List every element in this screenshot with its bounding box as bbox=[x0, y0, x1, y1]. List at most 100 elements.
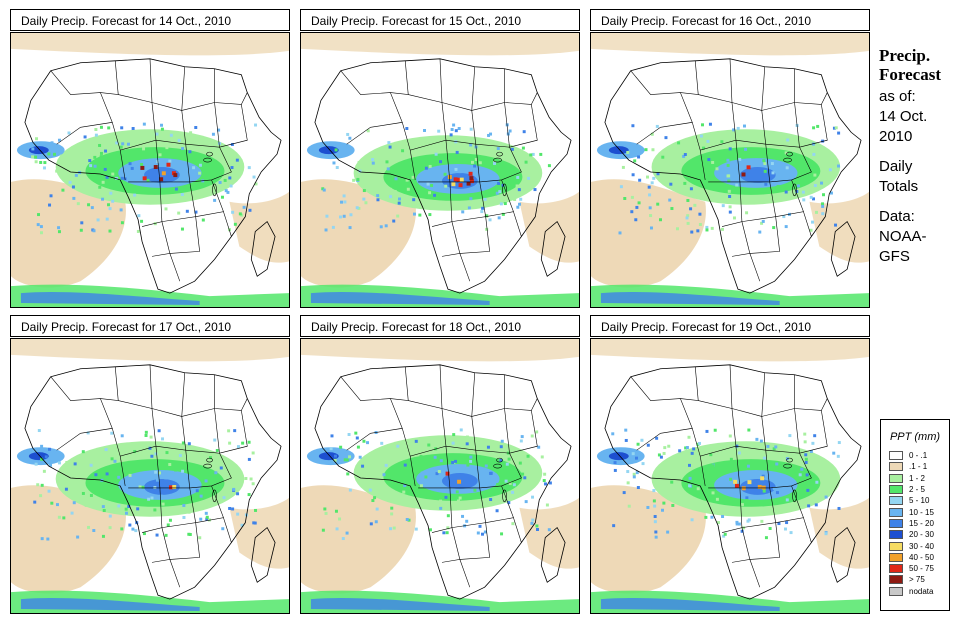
precip-pixel bbox=[48, 447, 52, 451]
precip-pixel bbox=[105, 472, 109, 476]
precip-pixel bbox=[371, 499, 375, 503]
precip-pixel bbox=[456, 499, 460, 503]
west-coast-rain-core bbox=[318, 146, 339, 155]
precip-pixel bbox=[492, 167, 496, 171]
precip-pixel bbox=[40, 483, 44, 487]
precip-pixel bbox=[389, 527, 393, 531]
lake-outline bbox=[496, 151, 503, 157]
precip-pixel bbox=[625, 459, 629, 463]
legend-swatch bbox=[889, 541, 903, 551]
precip-pixel bbox=[211, 132, 215, 136]
intense-precip-cell bbox=[159, 177, 164, 182]
precip-pixel bbox=[537, 445, 541, 449]
precip-pixel bbox=[782, 215, 786, 219]
precip-pixel bbox=[544, 482, 548, 486]
precip-pixel bbox=[55, 503, 59, 507]
precip-pixel bbox=[726, 492, 730, 496]
precip-pixel bbox=[803, 432, 807, 436]
precip-pixel bbox=[458, 170, 462, 174]
precip-pixel bbox=[439, 499, 443, 503]
legend-item: 50 - 75 bbox=[889, 563, 934, 574]
country-border bbox=[155, 110, 187, 145]
precip-pixel bbox=[721, 515, 725, 518]
precip-pixel bbox=[335, 166, 339, 170]
country-border bbox=[749, 216, 780, 254]
precip-pixel bbox=[630, 210, 634, 214]
precip-pixel bbox=[772, 447, 776, 451]
precip-map bbox=[10, 338, 290, 614]
precip-pixel bbox=[338, 517, 342, 521]
precip-pixel bbox=[188, 150, 192, 154]
country-border bbox=[698, 58, 733, 103]
precip-pixel bbox=[341, 537, 345, 541]
precip-pixel bbox=[444, 184, 448, 188]
precip-pixel bbox=[160, 127, 164, 131]
precip-pixel bbox=[545, 503, 549, 507]
intense-precip-cell bbox=[469, 176, 474, 181]
precip-pixel bbox=[737, 522, 741, 526]
precip-pixel bbox=[478, 161, 482, 165]
precip-pixel bbox=[396, 214, 400, 218]
country-border bbox=[691, 102, 737, 151]
precip-pixel bbox=[49, 194, 53, 198]
precip-pixel bbox=[742, 526, 746, 530]
precip-pixel bbox=[654, 535, 658, 539]
precip-pixel bbox=[379, 225, 383, 229]
precip-pixel bbox=[467, 206, 471, 210]
precip-pixel bbox=[626, 481, 630, 485]
precip-pixel bbox=[158, 471, 162, 475]
precip-pixel bbox=[352, 178, 356, 182]
precip-pixel bbox=[789, 531, 793, 535]
precip-pixel bbox=[371, 158, 375, 162]
precip-pixel bbox=[50, 141, 54, 145]
precip-pixel bbox=[346, 132, 350, 136]
precip-pixel bbox=[392, 526, 396, 530]
country-border bbox=[409, 150, 416, 180]
precip-pixel bbox=[94, 128, 98, 131]
precip-pixel bbox=[547, 528, 551, 532]
precip-pixel bbox=[348, 455, 352, 459]
precip-pixel bbox=[695, 142, 699, 146]
madagascar-coastline bbox=[250, 527, 276, 583]
precip-pixel bbox=[504, 479, 508, 483]
precip-pixel bbox=[119, 208, 123, 212]
precip-pixel bbox=[155, 132, 159, 136]
intense-precip-cell bbox=[469, 179, 474, 184]
precip-pixel bbox=[334, 509, 338, 513]
storm-band-core bbox=[310, 598, 490, 612]
precip-pixel bbox=[775, 462, 779, 466]
precip-pixel bbox=[711, 160, 715, 164]
precip-pixel bbox=[155, 478, 159, 482]
precip-pixel bbox=[461, 210, 465, 214]
precip-pixel bbox=[641, 462, 645, 466]
precip-pixel bbox=[187, 442, 191, 446]
precip-pixel bbox=[364, 201, 368, 205]
precip-pixel bbox=[806, 488, 810, 492]
precip-pixel bbox=[126, 142, 130, 146]
precip-pixel bbox=[539, 152, 543, 156]
precip-pixel bbox=[128, 473, 132, 477]
precip-pixel bbox=[637, 201, 641, 205]
precip-pixel bbox=[159, 494, 163, 498]
precip-pixel bbox=[57, 138, 61, 142]
precip-pixel bbox=[736, 126, 740, 130]
precip-pixel bbox=[804, 453, 808, 457]
country-border bbox=[169, 522, 200, 560]
country-border bbox=[169, 216, 200, 254]
precip-pixel bbox=[748, 451, 752, 455]
precip-pixel bbox=[699, 134, 703, 138]
precip-pixel bbox=[247, 440, 251, 444]
precip-pixel bbox=[137, 214, 141, 218]
precip-pixel bbox=[396, 444, 400, 448]
country-border bbox=[735, 110, 767, 145]
precip-pixel bbox=[705, 429, 709, 433]
precip-pixel bbox=[821, 204, 825, 208]
precip-pixel bbox=[728, 210, 732, 214]
precip-pixel bbox=[87, 203, 91, 207]
precip-pixel bbox=[120, 434, 124, 438]
precip-pixel bbox=[369, 522, 373, 526]
precip-pixel bbox=[683, 181, 687, 185]
legend-label: 50 - 75 bbox=[909, 564, 934, 574]
precip-pixel bbox=[189, 131, 193, 135]
precip-pixel bbox=[685, 216, 689, 220]
